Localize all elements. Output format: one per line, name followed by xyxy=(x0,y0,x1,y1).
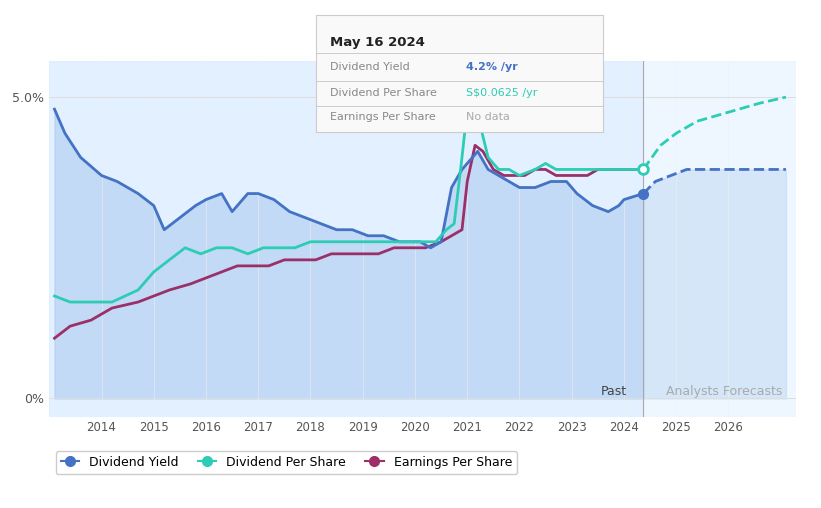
Text: 4.2% /yr: 4.2% /yr xyxy=(466,62,517,72)
Text: Dividend Yield: Dividend Yield xyxy=(330,62,410,72)
Text: S$0.0625 /yr: S$0.0625 /yr xyxy=(466,88,537,98)
Legend: Dividend Yield, Dividend Per Share, Earnings Per Share: Dividend Yield, Dividend Per Share, Earn… xyxy=(56,451,517,474)
Bar xyxy=(49,61,644,417)
Text: May 16 2024: May 16 2024 xyxy=(330,36,425,49)
Text: No data: No data xyxy=(466,112,509,122)
Text: Dividend Per Share: Dividend Per Share xyxy=(330,88,438,98)
Text: Earnings Per Share: Earnings Per Share xyxy=(330,112,436,122)
Text: Past: Past xyxy=(600,385,626,398)
Text: Analysts Forecasts: Analysts Forecasts xyxy=(666,385,782,398)
Bar xyxy=(644,61,796,417)
